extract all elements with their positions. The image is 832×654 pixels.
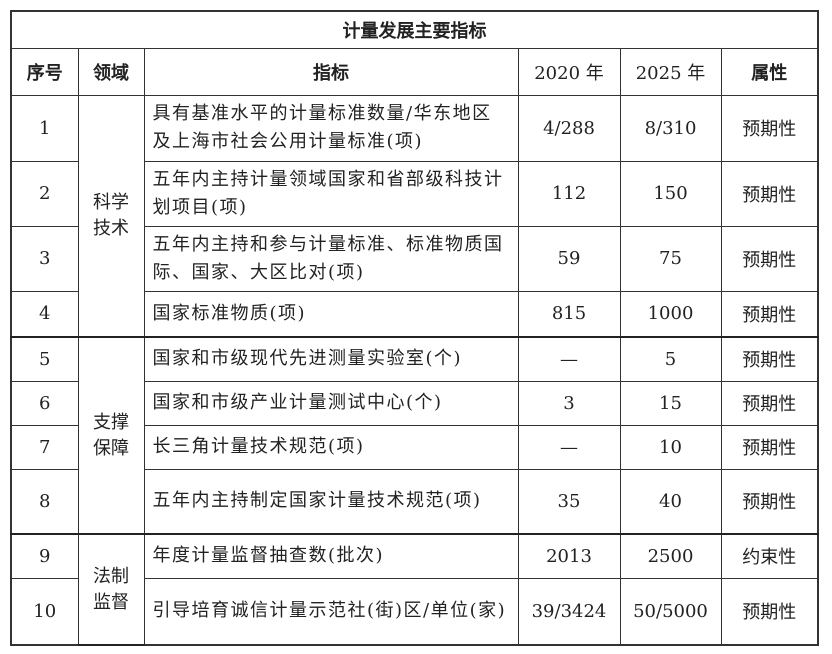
row-number: 10 [10, 577, 79, 646]
indicator-cell: 国家标准物质(项) [143, 290, 519, 338]
indicator-cell: 五年内主持计量领域国家和省部级科技计划项目(项) [143, 160, 519, 227]
domain-cell: 科学技术 [77, 94, 145, 338]
attribute-cell: 预期性 [720, 94, 819, 162]
table-row: 7 长三角计量技术规范(项) —10 预期性 [10, 424, 819, 470]
row-number: 6 [10, 380, 79, 426]
value-2020: 2013 [517, 533, 621, 579]
attribute-cell: 预期性 [720, 468, 819, 535]
row-number: 5 [10, 336, 79, 382]
value-2025: 2500 [619, 533, 722, 579]
value-2020: — [517, 424, 621, 470]
table-row: 10 引导培育诚信计量示范社(街)区/单位(家) 39/3424 50/5000 预期性 [10, 577, 819, 646]
domain-cell: 法制监督 [77, 533, 145, 646]
value-2020: 3 [517, 380, 621, 426]
domain-cell: 支撑保障 [77, 336, 145, 535]
table-row: 3 五年内主持和参与计量标准、标准物质国际、国家、大区比对(项) 59 75 预期性 [10, 225, 819, 292]
value-2020: 39/3424 [517, 577, 621, 646]
table-row: 4 国家标准物质(项) 815 1000 预期性 [10, 290, 819, 338]
row-number: 1 [10, 94, 79, 162]
attribute-cell: 预期性 [720, 290, 819, 338]
value-2020: 815 [517, 290, 621, 338]
value-2020: 112 [517, 160, 621, 227]
header-domain: 领域 [77, 47, 145, 96]
row-number: 4 [10, 290, 79, 338]
indicator-cell: 年度计量监督抽查数(批次) [143, 533, 519, 579]
attribute-cell: 约束性 [720, 533, 819, 579]
indicator-cell: 五年内主持和参与计量标准、标准物质国际、国家、大区比对(项) [143, 225, 519, 292]
table-row: 2 五年内主持计量领域国家和省部级科技计划项目(项) 112 150 预期性 [10, 160, 819, 227]
value-2025: 75 [619, 225, 722, 292]
attribute-cell: 预期性 [720, 225, 819, 292]
table-title: 计量发展主要指标 [10, 10, 819, 49]
value-2020: 35 [517, 468, 621, 535]
domain-label: 支撑保障 [93, 411, 129, 459]
header-no: 序号 [10, 47, 79, 96]
header-2025: 2025 年 [619, 47, 722, 96]
attribute-cell: 预期性 [720, 424, 819, 470]
domain-label: 法制监督 [93, 565, 129, 613]
attribute-cell: 预期性 [720, 577, 819, 646]
indicators-table: 计量发展主要指标 序号 领域 指标 2020 年 2025 年 属性 1 科学技术… [10, 10, 820, 646]
indicator-cell: 国家和市级产业计量测试中心(个) [143, 380, 519, 426]
row-number: 3 [10, 225, 79, 292]
row-number: 2 [10, 160, 79, 227]
value-2020: 59 [517, 225, 621, 292]
attribute-cell: 预期性 [720, 380, 819, 426]
value-2025: 40 [619, 468, 722, 535]
value-2025: 15 [619, 380, 722, 426]
row-number: 9 [10, 533, 79, 579]
row-number: 8 [10, 468, 79, 535]
table-row: 5 支撑保障 国家和市级现代先进测量实验室(个) —5 预期性 [10, 336, 819, 535]
value-2025: 50/5000 [619, 577, 722, 646]
table-row: 8 五年内主持制定国家计量技术规范(项) 35 40 预期性 [10, 468, 819, 535]
value-2020: — [517, 336, 621, 382]
value-2025: 1000 [619, 290, 722, 338]
attribute-cell: 预期性 [720, 336, 819, 382]
value-2025: 5 [619, 336, 722, 382]
header-indicator: 指标 [143, 47, 519, 96]
value-2025: 10 [619, 424, 722, 470]
indicator-cell: 长三角计量技术规范(项) [143, 424, 519, 470]
table-row: 1 科学技术 具有基准水平的计量标准数量/华东地区及上海市社会公用计量标准(项) 4/… [10, 94, 819, 338]
indicator-cell: 具有基准水平的计量标准数量/华东地区及上海市社会公用计量标准(项) [143, 94, 519, 162]
value-2025: 150 [619, 160, 722, 227]
value-2020: 4/288 [517, 94, 621, 162]
indicator-cell: 国家和市级现代先进测量实验室(个) [143, 336, 519, 382]
domain-label: 科学技术 [93, 191, 129, 239]
row-number: 7 [10, 424, 79, 470]
indicator-cell: 引导培育诚信计量示范社(街)区/单位(家) [143, 577, 519, 646]
value-2025: 8/310 [619, 94, 722, 162]
table-row: 9 法制监督 年度计量监督抽查数(批次) 2013 2500 约束性 [10, 533, 819, 646]
header-attr: 属性 [720, 47, 819, 96]
attribute-cell: 预期性 [720, 160, 819, 227]
header-2020: 2020 年 [517, 47, 621, 96]
indicator-cell: 五年内主持制定国家计量技术规范(项) [143, 468, 519, 535]
